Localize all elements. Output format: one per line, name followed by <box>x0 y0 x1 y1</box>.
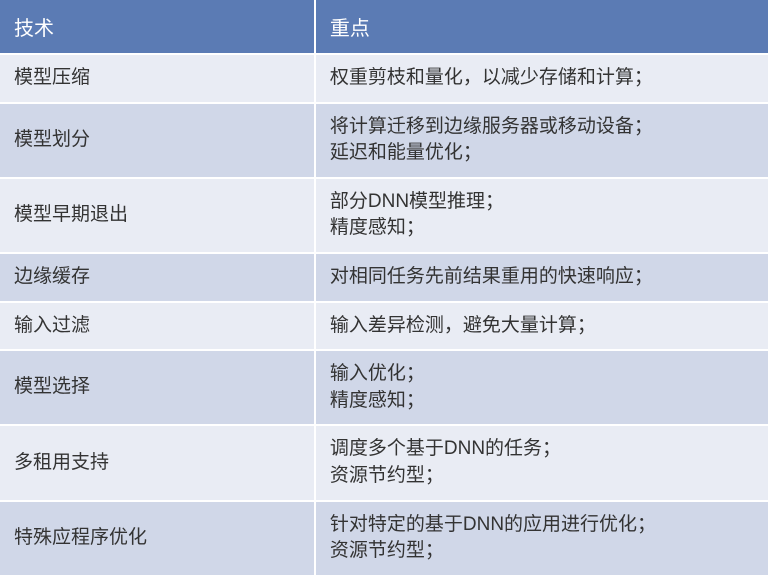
cell-focus: 针对特定的基于DNN的应用进行优化； 资源节约型； <box>315 501 768 575</box>
table-row: 边缘缓存 对相同任务先前结果重用的快速响应； <box>0 253 768 302</box>
cell-tech: 模型选择 <box>0 350 315 425</box>
table: 技术 重点 模型压缩 权重剪枝和量化，以减少存储和计算； 模型划分 将计算迁移到… <box>0 0 768 575</box>
table-row: 模型压缩 权重剪枝和量化，以减少存储和计算； <box>0 54 768 103</box>
cell-tech: 多租用支持 <box>0 425 315 500</box>
header-focus: 重点 <box>315 0 768 54</box>
header-tech: 技术 <box>0 0 315 54</box>
cell-focus: 将计算迁移到边缘服务器或移动设备； 延迟和能量优化； <box>315 103 768 178</box>
cell-tech: 模型压缩 <box>0 54 315 103</box>
cell-tech: 特殊应程序优化 <box>0 501 315 575</box>
cell-tech: 输入过滤 <box>0 302 315 351</box>
cell-tech: 模型早期退出 <box>0 178 315 253</box>
cell-focus: 调度多个基于DNN的任务； 资源节约型； <box>315 425 768 500</box>
cell-focus: 对相同任务先前结果重用的快速响应； <box>315 253 768 302</box>
table-row: 输入过滤 输入差异检测，避免大量计算； <box>0 302 768 351</box>
cell-focus: 权重剪枝和量化，以减少存储和计算； <box>315 54 768 103</box>
cell-focus: 部分DNN模型推理； 精度感知； <box>315 178 768 253</box>
cell-focus: 输入差异检测，避免大量计算； <box>315 302 768 351</box>
cell-focus: 输入优化； 精度感知； <box>315 350 768 425</box>
cell-tech: 模型划分 <box>0 103 315 178</box>
table-row: 模型划分 将计算迁移到边缘服务器或移动设备； 延迟和能量优化； <box>0 103 768 178</box>
table-row: 多租用支持 调度多个基于DNN的任务； 资源节约型； <box>0 425 768 500</box>
table-header-row: 技术 重点 <box>0 0 768 54</box>
table-row: 模型选择 输入优化； 精度感知； <box>0 350 768 425</box>
table-body: 模型压缩 权重剪枝和量化，以减少存储和计算； 模型划分 将计算迁移到边缘服务器或… <box>0 54 768 575</box>
dnn-techniques-table: 技术 重点 模型压缩 权重剪枝和量化，以减少存储和计算； 模型划分 将计算迁移到… <box>0 0 768 534</box>
cell-tech: 边缘缓存 <box>0 253 315 302</box>
table-row: 模型早期退出 部分DNN模型推理； 精度感知； <box>0 178 768 253</box>
table-row: 特殊应程序优化 针对特定的基于DNN的应用进行优化； 资源节约型； <box>0 501 768 575</box>
